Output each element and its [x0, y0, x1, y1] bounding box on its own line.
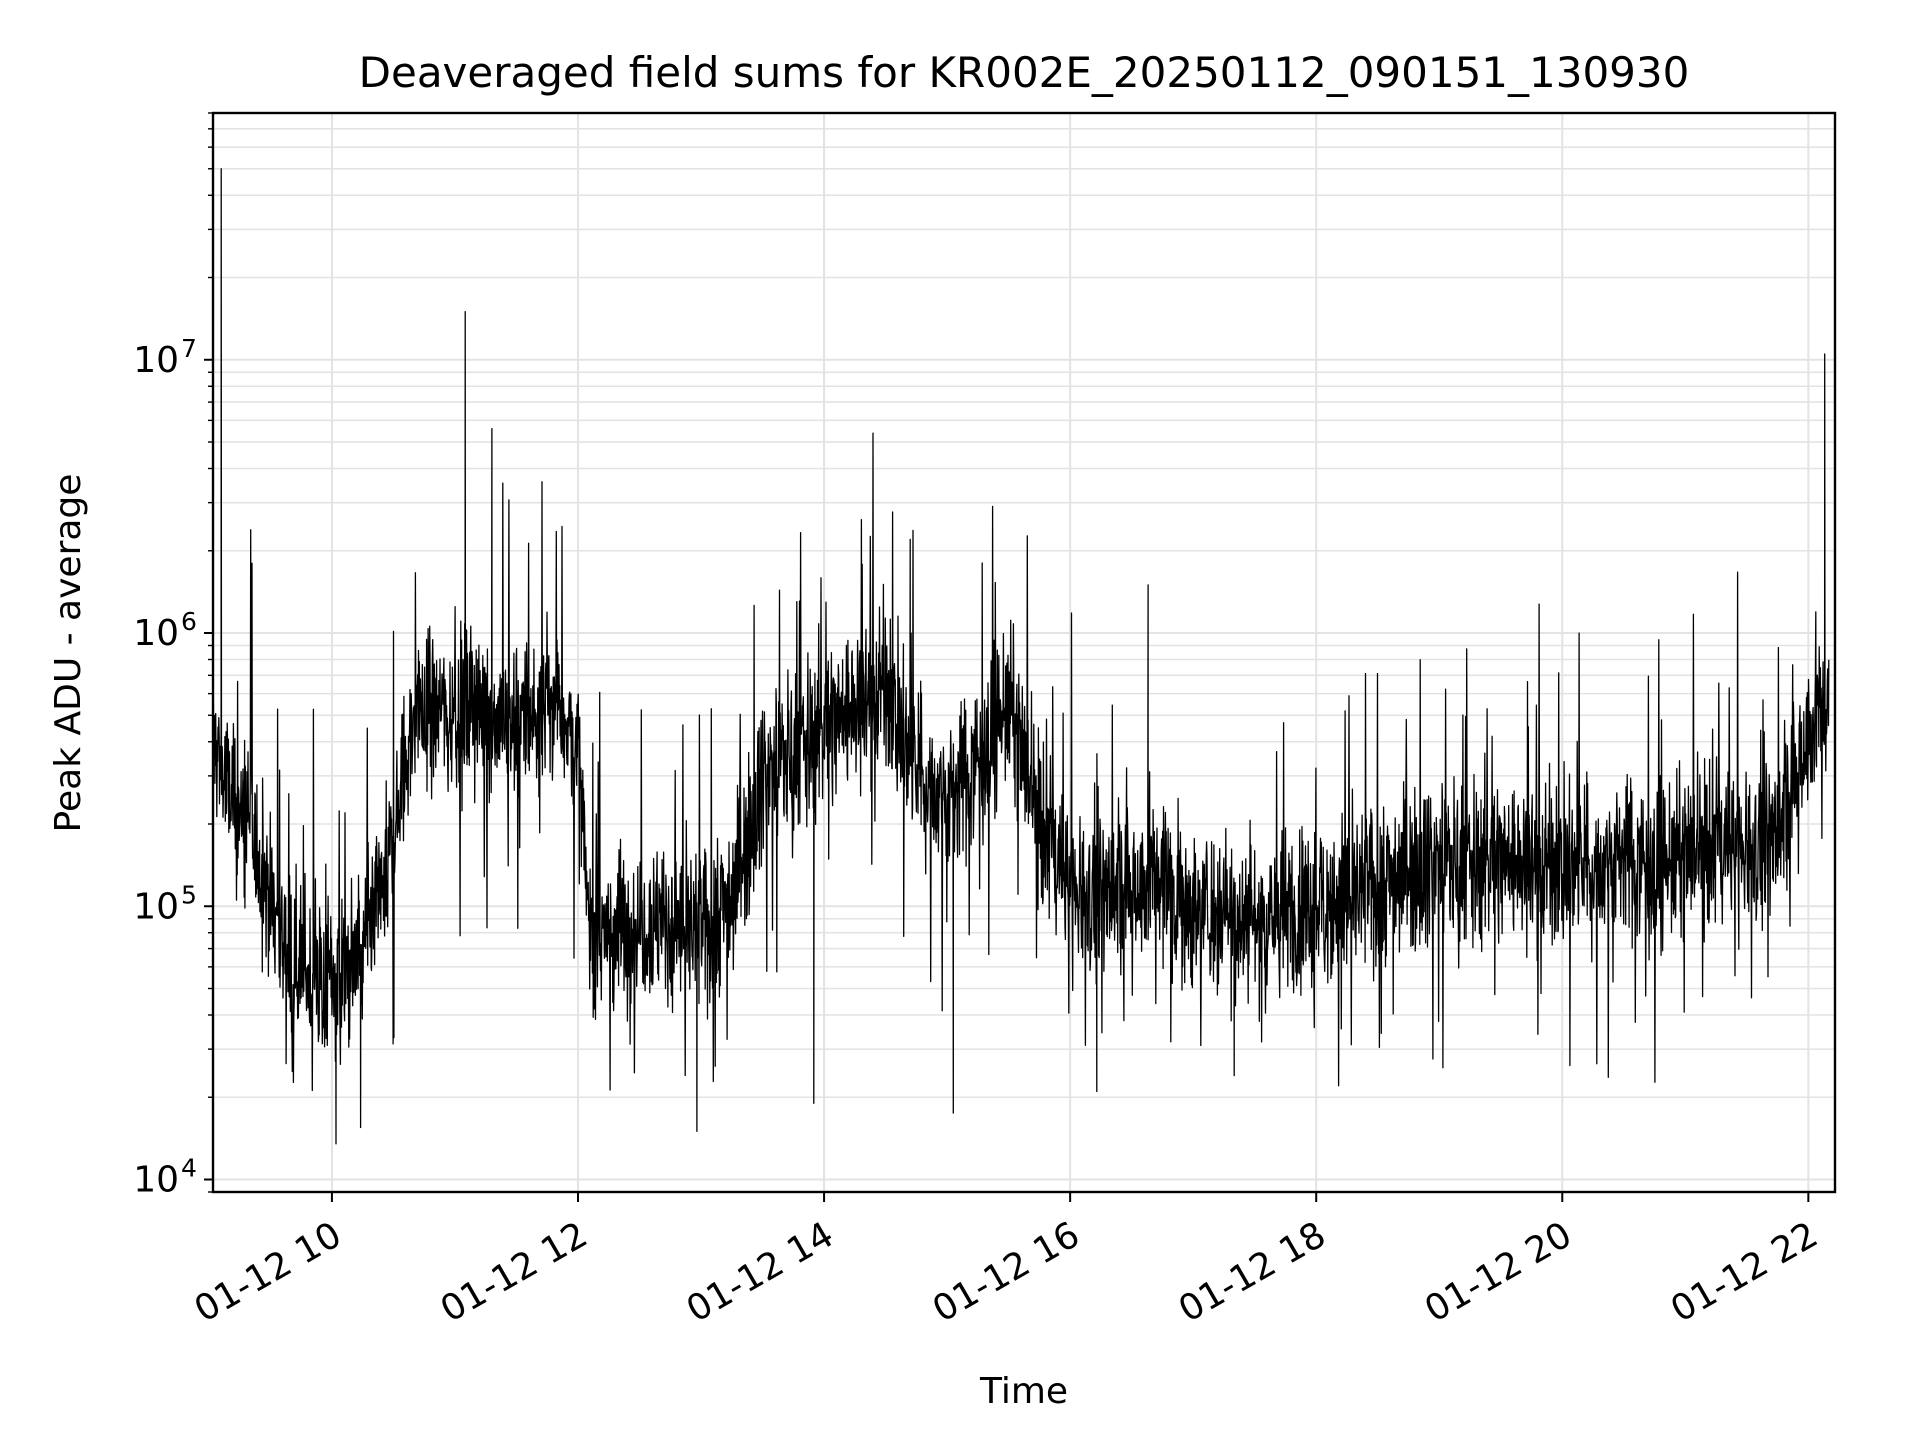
y-tick-label: 10 [133, 340, 179, 381]
y-tick-exponent: 4 [181, 1153, 197, 1182]
chart-title: Deaveraged field sums for KR002E_2025011… [359, 48, 1690, 97]
y-tick-label: 10 [133, 613, 179, 654]
series-path [212, 168, 1830, 1145]
y-tick-exponent: 7 [181, 334, 197, 363]
y-axis-label: Peak ADU - average [48, 474, 89, 833]
y-tick-label: 10 [133, 886, 179, 927]
plot-frame [211, 111, 1837, 1194]
y-tick-exponent: 5 [181, 880, 197, 909]
x-axis-label: Time [979, 1371, 1068, 1412]
series-line [212, 168, 1830, 1145]
y-tick-exponent: 6 [181, 607, 197, 636]
y-tick-label: 10 [133, 1159, 179, 1200]
